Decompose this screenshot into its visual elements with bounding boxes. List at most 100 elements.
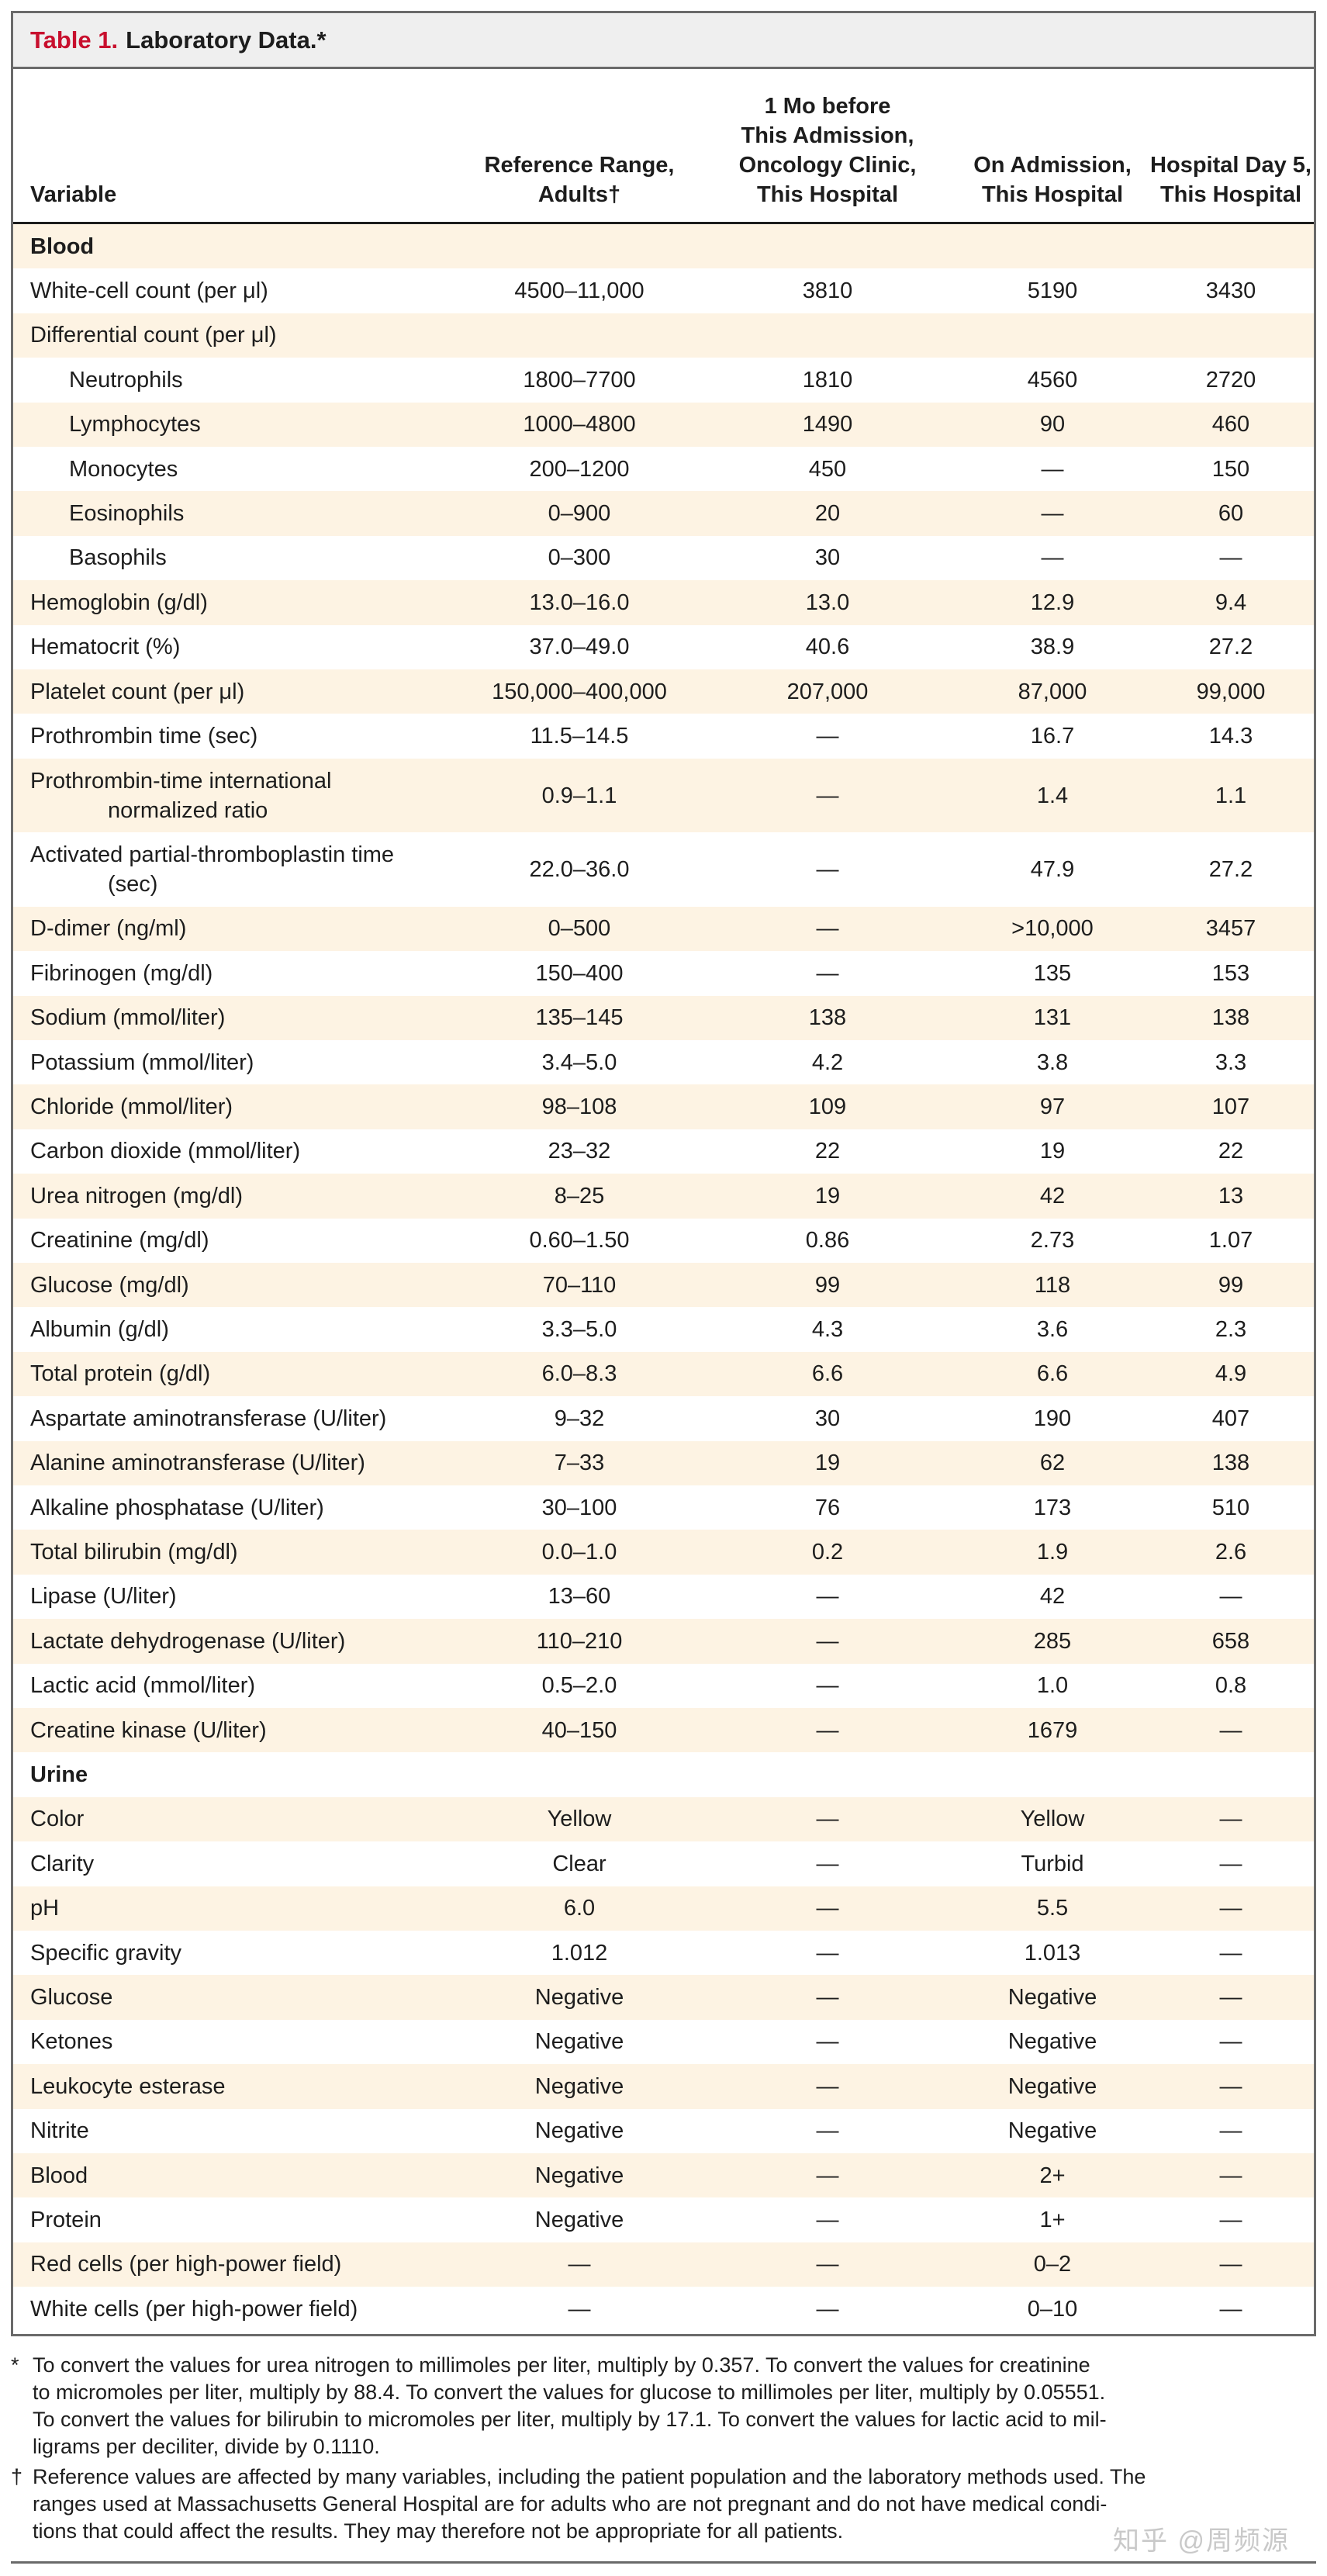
- table-row: Potassium (mmol/liter) 3.4–5.0 4.2 3.8 3.3: [13, 1040, 1314, 1084]
- reference-range-cell: 0–300: [548, 545, 611, 571]
- on-admission-cell: Negative: [1007, 2118, 1097, 2144]
- table-row: Blood Negative — 2+ —: [13, 2153, 1314, 2198]
- variable-label: D-dimer (ng/ml): [30, 916, 187, 942]
- one-month-before-cell: —: [816, 2252, 839, 2277]
- table-title: Laboratory Data.*: [126, 26, 327, 54]
- on-admission-cell: —: [1041, 456, 1064, 482]
- reference-range-cell: Negative: [534, 2073, 624, 2099]
- reference-range-cell: 13.0–16.0: [529, 590, 630, 615]
- one-month-before-cell: 6.6: [811, 1361, 844, 1387]
- variable-cell: D-dimer (ng/ml): [30, 907, 434, 951]
- reference-range-cell: Negative: [534, 2118, 624, 2144]
- reference-range-cell: 11.5–14.5: [530, 724, 629, 749]
- reference-range-cell: 6.0–8.3: [541, 1361, 617, 1387]
- on-admission-cell: >10,000: [1011, 916, 1094, 942]
- variable-label: Glucose: [30, 1985, 113, 2011]
- on-admission-cell: 131: [1033, 1005, 1072, 1031]
- one-month-before-cell: 138: [808, 1005, 847, 1031]
- footnote: † Reference values are affected by many v…: [11, 2464, 1316, 2545]
- variable-cell: Blood: [30, 2153, 434, 2197]
- variable-label: Clarity: [30, 1851, 95, 1876]
- variable-label: Lactate dehydrogenase (U/liter): [30, 1628, 346, 1654]
- variable-label: pH: [30, 1896, 60, 1921]
- reference-range-cell: 37.0–49.0: [529, 634, 630, 660]
- one-month-before-cell: 207,000: [786, 679, 869, 704]
- reference-range-cell: —: [568, 2296, 591, 2322]
- section-row: Blood: [13, 224, 1314, 269]
- variable-cell: Platelet count (per μl): [30, 669, 434, 714]
- one-month-before-cell: —: [816, 1851, 839, 1876]
- variable-cell: Ketones: [30, 2020, 434, 2064]
- watermark: 知乎 @周频源: [1113, 2526, 1290, 2556]
- one-month-before-cell: —: [816, 2208, 839, 2233]
- hospital-day-5-cell: —: [1219, 1940, 1242, 1966]
- variable-cell: Sodium (mmol/liter): [30, 996, 434, 1040]
- reference-range-cell: 0.0–1.0: [541, 1540, 617, 1565]
- one-month-before-cell: 109: [808, 1094, 847, 1120]
- variable-label: Creatinine (mg/dl): [30, 1228, 209, 1253]
- column-header-line: Variable: [30, 182, 117, 207]
- footnote-line: ranges used at Massachusetts General Hos…: [33, 2492, 1108, 2515]
- table-row: Prothrombin-time international normalized…: [13, 758, 1314, 833]
- one-month-before-cell: —: [816, 857, 839, 883]
- one-month-before-cell: 450: [808, 456, 847, 482]
- one-month-before-cell: 1490: [802, 412, 853, 437]
- table-row: Alkaline phosphatase (U/liter) 30–100 76 17…: [13, 1485, 1314, 1530]
- reference-range-cell: 0–500: [548, 916, 611, 942]
- on-admission-cell: 12.9: [1030, 590, 1075, 615]
- variable-cell: Aspartate aminotransferase (U/liter): [30, 1396, 434, 1440]
- footnote-mark: *: [11, 2353, 19, 2377]
- variable-cell: Hematocrit (%): [30, 625, 434, 669]
- table-row: Ketones Negative — Negative —: [13, 2020, 1314, 2064]
- column-header-line: 1 Mo before: [764, 94, 891, 119]
- one-month-before-cell: —: [816, 1673, 839, 1699]
- one-month-before-cell: —: [816, 2073, 839, 2099]
- reference-range-cell: 40–150: [541, 1717, 617, 1743]
- column-header-line: Adults†: [537, 182, 621, 207]
- reference-range-cell: [448, 313, 711, 358]
- variable-cell: Prothrombin-time international normalized…: [30, 759, 434, 833]
- on-admission-cell: 4560: [1027, 367, 1078, 392]
- reference-range-cell: —: [568, 2252, 591, 2277]
- column-header-on-admission: On Admission, This Hospital: [928, 150, 1177, 209]
- hospital-day-5-cell: 13: [1218, 1183, 1244, 1208]
- reference-range-cell: 150–400: [535, 960, 624, 986]
- on-admission-cell: 1679: [1027, 1717, 1078, 1743]
- on-admission-cell: 6.6: [1036, 1361, 1069, 1387]
- one-month-before-cell: —: [816, 2029, 839, 2055]
- reference-range-cell: 22.0–36.0: [529, 857, 630, 883]
- variable-cell: Carbon dioxide (mmol/liter): [30, 1129, 434, 1174]
- table-row: White cells (per high-power field) — — 0–10…: [13, 2287, 1314, 2331]
- variable-cell: Specific gravity: [30, 1931, 434, 1975]
- column-header-hospital-day-5: Hospital Day 5, This Hospital: [1146, 150, 1314, 209]
- table-row: Glucose Negative — Negative —: [13, 1975, 1314, 2020]
- on-admission-cell: 97: [1039, 1094, 1066, 1120]
- variable-label: Alanine aminotransferase (U/liter): [30, 1451, 365, 1476]
- on-admission-cell: Negative: [1007, 1985, 1097, 2011]
- reference-range-cell: 0.60–1.50: [529, 1228, 630, 1253]
- variable-label: Urea nitrogen (mg/dl): [30, 1183, 243, 1208]
- footnote-line: ligrams per deciliter, divide by 0.1110.: [33, 2435, 380, 2458]
- reference-range-cell: 6.0: [563, 1896, 596, 1921]
- section-label: Blood: [30, 233, 95, 259]
- on-admission-cell: 3.8: [1036, 1049, 1069, 1075]
- variable-cell: Activated partial-thromboplastin time (se…: [30, 832, 434, 907]
- variable-cell: Alkaline phosphatase (U/liter): [30, 1485, 434, 1530]
- on-admission-cell: 0–2: [1033, 2252, 1072, 2277]
- one-month-before-cell: 19: [814, 1451, 841, 1476]
- one-month-before-cell: —: [816, 916, 839, 942]
- on-admission-cell: 1.0: [1036, 1673, 1069, 1699]
- column-header-line: Hospital Day 5,: [1150, 153, 1311, 178]
- reference-range-cell: 150,000–400,000: [492, 679, 667, 704]
- hospital-day-5-cell: —: [1219, 2252, 1242, 2277]
- one-month-before-cell: —: [816, 1584, 839, 1610]
- reference-range-cell: 9–32: [554, 1406, 605, 1431]
- hospital-day-5-cell: 3430: [1205, 278, 1256, 304]
- on-admission-cell: 190: [1033, 1406, 1072, 1431]
- hospital-day-5-cell: 0.8: [1215, 1673, 1247, 1699]
- on-admission-cell: 2+: [1039, 2163, 1066, 2188]
- one-month-before-cell: —: [816, 1807, 839, 1832]
- variable-cell: Lactate dehydrogenase (U/liter): [30, 1619, 434, 1663]
- variable-label: Neutrophils: [69, 367, 183, 392]
- reference-range-cell: 1000–4800: [523, 412, 636, 437]
